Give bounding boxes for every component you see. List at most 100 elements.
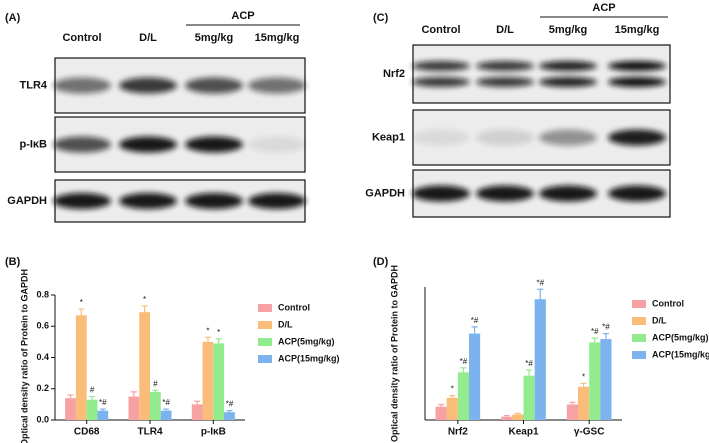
- bar: [578, 386, 590, 420]
- significance-mark: *: [80, 298, 83, 307]
- significance-mark: *#: [602, 323, 610, 332]
- error-bar: [89, 395, 96, 400]
- blot-band: [476, 185, 534, 202]
- x-tick-label: Keap1: [508, 427, 538, 438]
- bar: [224, 412, 235, 420]
- error-bar: [438, 403, 445, 407]
- blot-band: [248, 193, 306, 209]
- significance-mark: *#: [99, 398, 107, 407]
- row-label: Nrf2: [383, 68, 405, 80]
- blot-band: [476, 61, 534, 71]
- legend-swatch: [632, 351, 646, 359]
- bar: [446, 397, 458, 420]
- blot-band: [412, 77, 470, 87]
- blot-band: [608, 77, 666, 87]
- blot-band: [539, 77, 597, 87]
- bar: [468, 333, 481, 420]
- legend-label: ACP(5mg/kg): [652, 332, 709, 342]
- x-tick-label: γ-GSC: [574, 427, 605, 438]
- lane-label: D/L: [139, 32, 157, 44]
- blot-band: [53, 77, 111, 94]
- x-tick-label: TLR4: [138, 427, 163, 438]
- legend-swatch: [632, 334, 646, 342]
- lane-label: 5mg/kg: [195, 32, 234, 44]
- bar: [191, 404, 203, 420]
- bar: [534, 299, 546, 420]
- lane-label: 5mg/kg: [549, 24, 588, 36]
- bar: [512, 414, 524, 420]
- error-bar: [163, 408, 170, 411]
- panel-label: (C): [373, 12, 389, 24]
- error-bar: [78, 308, 85, 316]
- legend-swatch: [258, 355, 272, 363]
- error-bar: [602, 332, 609, 340]
- significance-mark: *#: [525, 359, 533, 368]
- blot-band: [53, 136, 111, 153]
- bar: [589, 342, 601, 420]
- y-tick-label: 0.8: [36, 289, 49, 299]
- blot-box: [412, 44, 671, 104]
- blot-band: [119, 77, 177, 94]
- lane-label: Control: [421, 24, 460, 36]
- blot-band: [185, 136, 243, 153]
- error-bar: [226, 410, 233, 413]
- lane-label: 15mg/kg: [255, 32, 300, 44]
- bar: [566, 404, 579, 420]
- legend-label: D/L: [652, 315, 667, 325]
- bar: [160, 410, 172, 420]
- legend-swatch: [258, 338, 272, 346]
- bar: [202, 341, 214, 420]
- bar: [150, 391, 161, 420]
- bar: [523, 375, 535, 420]
- legend-swatch: [258, 321, 272, 329]
- lane-label: 15mg/kg: [615, 24, 660, 36]
- legend-label: ACP(15mg/kg): [278, 353, 340, 363]
- bar: [600, 339, 612, 420]
- significance-mark: #: [153, 379, 158, 388]
- bar: [128, 396, 140, 420]
- panel-label: (B): [5, 256, 21, 268]
- x-tick-label: CD68: [74, 427, 100, 438]
- group-label: ACP: [231, 10, 254, 22]
- y-axis-label: Optical density ratio of Protein to GAPD…: [389, 265, 399, 442]
- blot-band: [412, 129, 470, 146]
- row-label: GAPDH: [7, 195, 47, 207]
- bar: [65, 398, 76, 420]
- blot-band: [476, 129, 534, 146]
- x-tick-label: Nrf2: [448, 427, 468, 438]
- bar: [75, 315, 87, 420]
- bar: [139, 312, 150, 420]
- row-label: TLR4: [20, 79, 48, 91]
- legend-label: ACP(5mg/kg): [278, 336, 335, 346]
- lane-label: D/L: [496, 24, 514, 36]
- bar: [435, 406, 447, 420]
- blot-band: [185, 77, 243, 94]
- error-bar: [471, 326, 478, 334]
- panel-label: (A): [5, 12, 21, 24]
- error-bar: [526, 369, 533, 376]
- x-tick-label: p-IκB: [201, 427, 226, 438]
- bar: [97, 410, 109, 420]
- bar: [501, 416, 513, 420]
- error-bar: [194, 400, 201, 405]
- significance-mark: *: [217, 328, 220, 337]
- significance-mark: *: [143, 295, 146, 304]
- error-bar: [130, 391, 137, 397]
- significance-mark: *: [582, 373, 585, 382]
- y-tick-label: 0.2: [36, 383, 49, 393]
- bar: [457, 372, 469, 420]
- significance-mark: *#: [162, 398, 170, 407]
- error-bar: [580, 382, 587, 387]
- bar: [86, 399, 98, 420]
- y-tick-label: 0.4: [36, 352, 49, 362]
- group-label: ACP: [592, 2, 615, 14]
- panel-label: (D): [373, 256, 389, 268]
- error-bar: [537, 288, 544, 300]
- legend-label: Control: [652, 298, 684, 308]
- blot-band: [608, 129, 666, 146]
- significance-mark: *: [206, 326, 209, 335]
- error-bar: [99, 408, 106, 411]
- bar: [213, 343, 225, 420]
- error-bar: [503, 414, 510, 417]
- significance-mark: *#: [460, 357, 468, 366]
